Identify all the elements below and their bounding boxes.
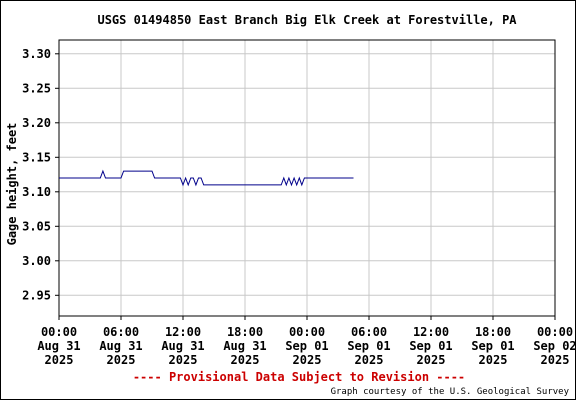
x-tick-year: 2025 (107, 353, 136, 367)
x-tick-year: 2025 (231, 353, 260, 367)
x-tick-year: 2025 (417, 353, 446, 367)
x-tick-date: Sep 01 (347, 339, 390, 353)
y-tick-label: 3.05 (22, 219, 51, 233)
x-tick-date: Aug 31 (223, 339, 266, 353)
y-tick-label: 3.30 (22, 47, 51, 61)
x-tick-time: 00:00 (289, 325, 325, 339)
x-tick-year: 2025 (479, 353, 508, 367)
x-tick-label: 00:00 Aug 31 2025 (37, 325, 80, 367)
y-tick-label: 3.00 (22, 254, 51, 268)
x-tick-label: 18:00 Aug 31 2025 (223, 325, 266, 367)
x-tick-date: Sep 01 (409, 339, 452, 353)
x-tick-label: 00:00 Sep 02 2025 (533, 325, 575, 367)
x-tick-year: 2025 (355, 353, 384, 367)
x-tick-date: Sep 01 (471, 339, 514, 353)
x-tick-date: Sep 02 (533, 339, 575, 353)
x-tick-time: 00:00 (41, 325, 77, 339)
x-tick-label: 06:00 Aug 31 2025 (99, 325, 142, 367)
x-tick-date: Sep 01 (285, 339, 328, 353)
x-tick-label: 12:00 Sep 01 2025 (409, 325, 452, 367)
x-tick-time: 12:00 (413, 325, 449, 339)
chart-title: USGS 01494850 East Branch Big Elk Creek … (97, 13, 517, 27)
x-tick-label: 06:00 Sep 01 2025 (347, 325, 390, 367)
y-tick-label: 3.20 (22, 116, 51, 130)
provisional-notice: ---- Provisional Data Subject to Revisio… (133, 370, 465, 384)
y-tick-label: 3.10 (22, 185, 51, 199)
x-tick-time: 06:00 (103, 325, 139, 339)
x-tick-year: 2025 (541, 353, 570, 367)
usgs-courtesy-note: Graph courtesy of the U.S. Geological Su… (331, 387, 570, 397)
x-tick-year: 2025 (45, 353, 74, 367)
x-tick-date: Aug 31 (99, 339, 142, 353)
x-tick-label: 18:00 Sep 01 2025 (471, 325, 514, 367)
y-axis-label: Gage height, feet (5, 123, 19, 246)
x-tick-label: 00:00 Sep 01 2025 (285, 325, 328, 367)
x-tick-time: 18:00 (475, 325, 511, 339)
gage-height-series-line (59, 169, 354, 187)
x-tick-year: 2025 (169, 353, 198, 367)
x-tick-time: 06:00 (351, 325, 387, 339)
x-tick-time: 00:00 (537, 325, 573, 339)
x-tick-year: 2025 (293, 353, 322, 367)
x-tick-label: 12:00 Aug 31 2025 (161, 325, 204, 367)
x-tick-time: 12:00 (165, 325, 201, 339)
x-tick-time: 18:00 (227, 325, 263, 339)
y-tick-label: 3.15 (22, 150, 51, 164)
x-tick-date: Aug 31 (37, 339, 80, 353)
x-tick-date: Aug 31 (161, 339, 204, 353)
y-tick-label: 3.25 (22, 81, 51, 95)
y-tick-label: 2.95 (22, 288, 51, 302)
